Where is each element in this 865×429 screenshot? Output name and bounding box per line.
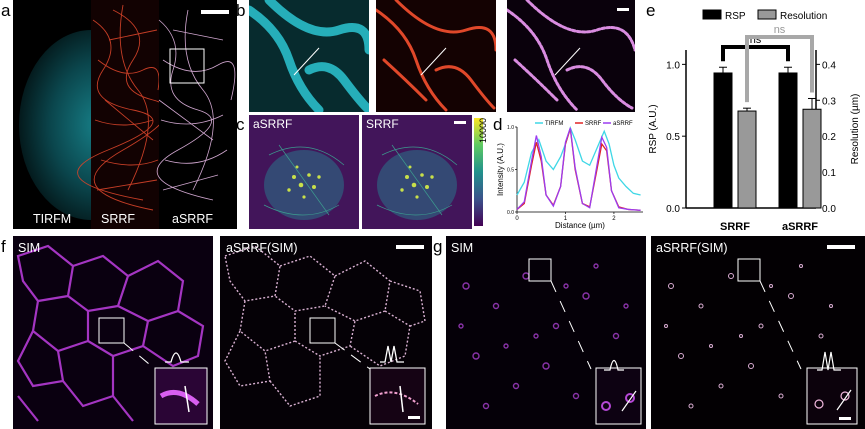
label-tirfm: TIRFM — [33, 212, 72, 226]
significance-bracket-resolution — [745, 35, 814, 103]
panel-a-image: TIRFM SRRF aSRRF — [13, 0, 237, 229]
panel-g-sim-graphic — [446, 236, 646, 429]
bar-resolution-asrrf — [802, 108, 822, 209]
legend-label-tirfm: TIRFM — [545, 121, 563, 127]
inset-scale-bar — [408, 416, 420, 419]
panel-g-asrrf-image: aSRRF(SIM) — [651, 236, 865, 429]
scale-bar — [201, 10, 229, 14]
y-tick-label: 0.5 — [507, 168, 514, 174]
panel-c-srrf-graphic — [362, 115, 472, 229]
y2-tick-label: 0.1 — [822, 168, 836, 179]
panel-f-asrrf-image: aSRRF(SIM) — [220, 236, 432, 429]
panel-letter-c: c — [236, 115, 245, 134]
label-asrrf: aSRRF — [253, 117, 293, 131]
y-axis-label: Intensity (A.U.) — [496, 143, 505, 196]
panel-letter-d: d — [493, 115, 503, 134]
label-sim: SIM — [18, 241, 41, 255]
label-srrf: SRRF — [101, 212, 136, 226]
y2-tick-label: 0.2 — [822, 132, 836, 143]
scale-bar — [396, 245, 424, 249]
panel-e-bar-chart: 0.0 0.5 1.0 0.0 0.1 0.2 0.3 0.4 RSP (A.U.) Resolu… — [648, 9, 861, 233]
y2-tick-label: 0.0 — [822, 204, 836, 215]
x-tick-label: 1 — [564, 216, 568, 222]
label-srrf: SRRF — [366, 117, 399, 131]
panel-f-sim-graphic — [13, 236, 213, 429]
panel-c-asrrf-image: aSRRF — [249, 115, 359, 229]
legend-label-rsp: RSP — [725, 11, 746, 22]
x-tick-label: 0 — [515, 216, 519, 222]
label-asrrf: aSRRF — [172, 212, 213, 226]
legend-swatch-resolution — [757, 9, 777, 20]
legend-label-asrrf: aSRRF — [613, 121, 633, 127]
x-axis-label: Distance (µm) — [555, 221, 605, 230]
colorbar — [474, 118, 483, 226]
panel-f-sim-image: SIM — [13, 236, 213, 429]
colorbar-max-label: 10000 — [478, 117, 488, 143]
series-line-asrrf — [516, 127, 641, 211]
panel-letter-g: g — [433, 237, 443, 256]
series-line-tirfm — [516, 125, 641, 196]
panel-letter-b: b — [236, 1, 246, 20]
y-tick-label: 0.5 — [666, 132, 680, 143]
panel-b-tirfm-image — [249, 0, 369, 112]
panel-d-line-chart: 0.0 0.5 1.0 0 1 2 Distance (µm) Intensity (A.U.… — [496, 121, 643, 230]
y2-tick-label: 0.4 — [822, 60, 836, 71]
y-tick-label: 0.0 — [666, 204, 680, 215]
panel-g-asrrf-graphic — [651, 236, 865, 429]
panel-g-sim-image: SIM — [446, 236, 646, 429]
x-tick-label: SRRF — [720, 221, 750, 233]
legend-swatch-rsp — [702, 9, 722, 20]
panel-f-asrrf-graphic — [220, 236, 432, 429]
panel-c-srrf-image: SRRF — [362, 115, 472, 229]
panel-letter-e: e — [646, 1, 656, 20]
panel-letter-f: f — [1, 237, 6, 256]
panel-b-tirfm-graphic — [249, 0, 369, 112]
inset-scale-bar — [839, 417, 851, 420]
y-tick-label: 1.0 — [507, 125, 514, 131]
significance-label: ns — [774, 24, 786, 36]
y2-axis-label: Resolution (µm) — [850, 94, 861, 165]
panel-b-asrrf-image — [507, 0, 635, 112]
x-tick-label: 2 — [612, 216, 616, 222]
y2-tick-label: 0.3 — [822, 96, 836, 107]
scale-bar — [454, 121, 466, 124]
bar-resolution-srrf — [737, 110, 757, 209]
bar-rsp-asrrf — [778, 72, 798, 209]
scale-bar — [617, 8, 629, 11]
panel-letter-a: a — [1, 1, 11, 20]
y-tick-label: 1.0 — [666, 60, 680, 71]
panel-a-graphic — [13, 0, 237, 229]
y-tick-label: 0.0 — [507, 210, 514, 216]
panel-b-asrrf-graphic — [507, 0, 635, 112]
label-asrrf-sim: aSRRF(SIM) — [656, 241, 728, 255]
y-axis-label: RSP (A.U.) — [648, 104, 659, 153]
panel-b-srrf-graphic — [376, 0, 496, 112]
x-tick-label: aSRRF — [782, 221, 818, 233]
legend-label-srrf: SRRF — [585, 121, 602, 127]
significance-bracket-rsp — [721, 45, 790, 62]
panel-c-asrrf-graphic — [249, 115, 359, 229]
scale-bar — [827, 245, 855, 249]
label-sim: SIM — [451, 241, 474, 255]
legend-label-resolution: Resolution — [780, 11, 827, 22]
label-asrrf-sim: aSRRF(SIM) — [226, 241, 298, 255]
bar-rsp-srrf — [713, 72, 733, 209]
panel-b-srrf-image — [376, 0, 496, 112]
